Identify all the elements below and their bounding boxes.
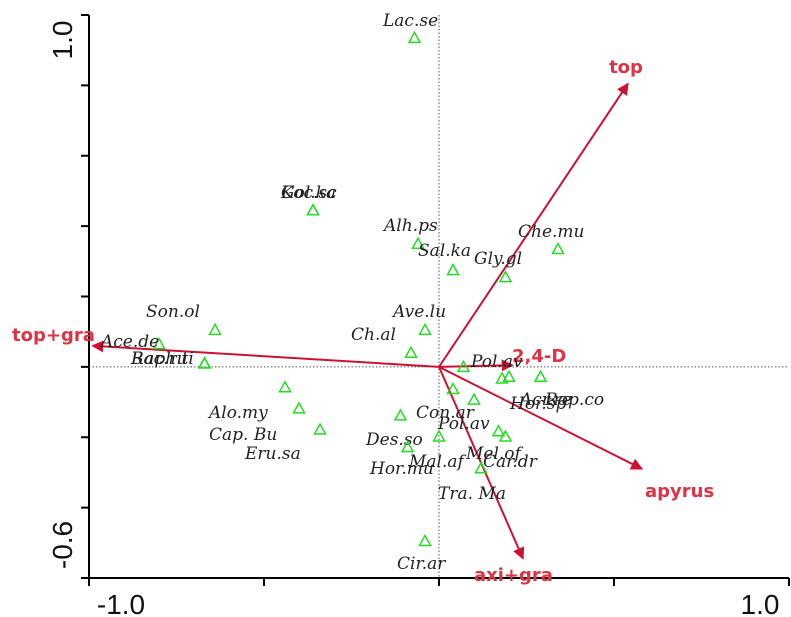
env-label: axi+gra (474, 565, 553, 586)
species-label: Pol.av (470, 352, 523, 372)
species-marker (467, 392, 481, 405)
env-label: top (609, 57, 643, 78)
species-label: Che.mu (518, 222, 585, 242)
species-marker (313, 422, 327, 435)
species-marker (491, 424, 506, 437)
species-label: Ace.de (99, 332, 159, 352)
species-marker (208, 322, 222, 336)
species-label: Mel.of (465, 444, 524, 464)
species-label: Lac.se (382, 11, 438, 31)
species-label: Ch.al (351, 325, 396, 345)
species-marker (498, 429, 513, 442)
env-label: 2,4-D (512, 346, 566, 367)
species-marker (446, 263, 460, 276)
species-label: Mal.af (408, 452, 467, 472)
species-marker (456, 359, 471, 373)
species-marker (393, 408, 408, 421)
species-label: Hor.mu (369, 459, 434, 479)
species-marker (152, 336, 166, 350)
species-label: Alo.my (207, 403, 268, 423)
species-marker (495, 371, 509, 384)
species-label: Sal.ka (418, 241, 471, 261)
species-label: Gly.gl (474, 249, 522, 269)
species-label: Raph.ti (130, 349, 194, 369)
species-marker (278, 380, 292, 393)
tick-labels: -1.0 1.0 1.0 -0.6 (47, 21, 779, 617)
species-label: Ave.lu (391, 302, 446, 322)
species-label: Koc.sc (280, 183, 337, 203)
y-tick-label-max: 1.0 (47, 21, 78, 60)
species-marker (446, 381, 460, 395)
x-tick-label-max: 1.0 (741, 589, 780, 617)
species-label: Bac.ru (130, 349, 188, 369)
env-arrow (91, 340, 440, 368)
x-tick-label-min: -1.0 (97, 589, 145, 617)
species-marker (407, 30, 422, 44)
species-marker (432, 429, 446, 442)
species-label: Pol.av (437, 414, 490, 434)
species-marker (502, 369, 516, 382)
species-label: Rop.co (544, 390, 604, 410)
species-label: Alh.ps (382, 216, 438, 236)
species-label: Cap. Bu (209, 425, 277, 445)
species-marker (292, 401, 306, 414)
env-arrow (438, 82, 629, 368)
species-label: Des.so (365, 430, 423, 450)
species-marker (411, 236, 425, 249)
species-marker (498, 270, 513, 283)
species-marker (306, 203, 320, 216)
species-marker (418, 533, 432, 547)
axes (81, 14, 790, 586)
env-label: top+gra (12, 325, 95, 346)
species-label: Gol.ka (281, 183, 336, 203)
species-label: Hor.sp (509, 394, 566, 414)
species-label: Car.dr (483, 452, 538, 472)
y-tick-label-min: -0.6 (47, 521, 78, 569)
species-label: Tra. Ma (438, 484, 506, 504)
species-marker (551, 241, 565, 255)
env-arrow (438, 359, 514, 372)
species-label: Son.ol (146, 302, 200, 322)
species-marker (404, 345, 418, 359)
species-marker (474, 461, 488, 474)
environment-vectors: top top+gra 2,4-D apyrus axi+gra (12, 57, 714, 586)
species-marker (418, 322, 432, 336)
species-label: Eru.sa (244, 444, 301, 464)
species-marker (197, 356, 212, 369)
env-arrow (438, 365, 644, 470)
species-label: Con.ar (416, 403, 475, 423)
species-marker (400, 440, 415, 453)
env-label: apyrus (645, 481, 714, 502)
species-marker (533, 369, 548, 382)
species-label: Acr.re (518, 390, 572, 410)
species-label: Cir.ar (397, 554, 446, 574)
